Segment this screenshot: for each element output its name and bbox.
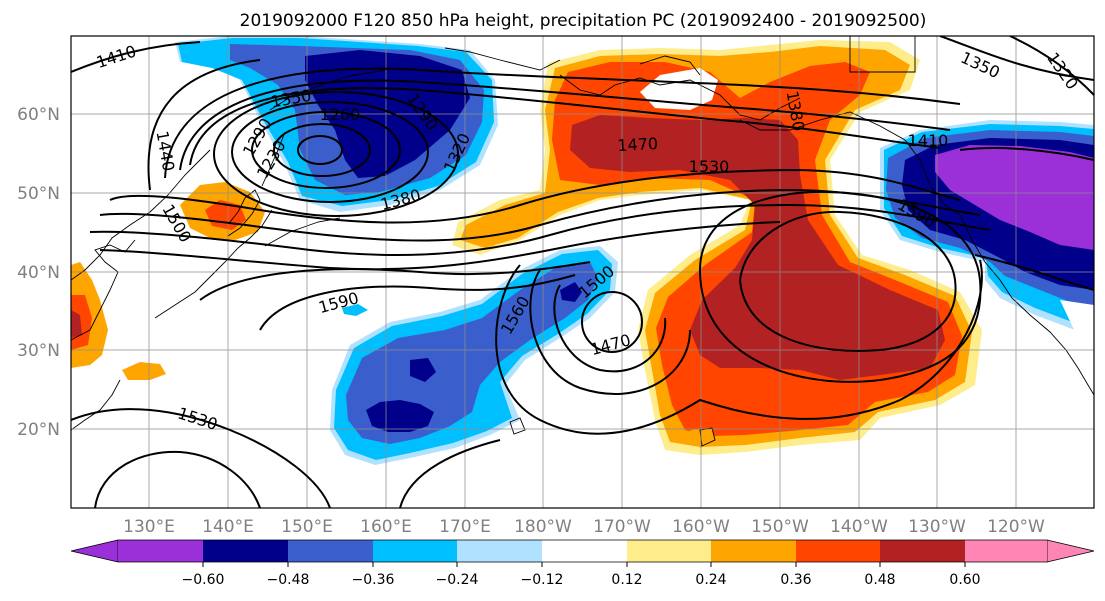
map-area: 1410 1350 1440 1290 1230 1260 1290 1320 … <box>70 35 1095 509</box>
lon-label: 150°W <box>751 517 809 537</box>
colorbar-tick-label: 0.12 <box>611 572 642 588</box>
colorbar-tick-label: 0.60 <box>949 572 980 588</box>
latitude-labels: 60°N 50°N 40°N 30°N 20°N <box>17 105 60 440</box>
colorbar-tick-label: −0.12 <box>521 572 564 588</box>
contour-label: 1530 <box>689 157 730 176</box>
map-title: 2019092000 F120 850 hPa height, precipit… <box>240 11 927 31</box>
colorbar-swatch <box>457 540 542 562</box>
colorbar-tick-label: 0.24 <box>695 572 726 588</box>
height-contours <box>71 36 1094 508</box>
colorbar-swatch <box>118 540 203 562</box>
lon-label: 170°E <box>439 517 491 537</box>
lon-label: 140°E <box>202 517 254 537</box>
colorbar-tick-label: 0.48 <box>864 572 895 588</box>
colorbar-tick-label: −0.48 <box>267 572 310 588</box>
lon-label: 160°E <box>360 517 412 537</box>
lon-label: 130°W <box>908 517 966 537</box>
lon-label: 140°W <box>830 517 888 537</box>
colorbar-tick-label: −0.24 <box>436 572 479 588</box>
lat-label: 40°N <box>17 263 60 283</box>
colorbar-swatch <box>373 540 457 562</box>
lat-label: 60°N <box>17 105 60 125</box>
map-frame <box>70 35 1095 509</box>
colorbar-ticks <box>202 562 966 567</box>
lat-label: 50°N <box>17 184 60 204</box>
colorbar-extend-low <box>70 539 119 563</box>
lon-label: 120°W <box>987 517 1045 537</box>
colorbar-swatch <box>542 540 627 562</box>
colorbar-tick-label: 0.36 <box>780 572 811 588</box>
lon-label: 160°W <box>672 517 730 537</box>
colorbar-tick-label: −0.36 <box>352 572 395 588</box>
colorbar-swatch <box>880 540 965 562</box>
colorbar-extend-high <box>1046 539 1095 563</box>
lon-label: 130°E <box>123 517 175 537</box>
colorbar-swatch <box>711 540 796 562</box>
contour-label: 1410 <box>908 131 949 150</box>
lat-label: 20°N <box>17 420 60 440</box>
colorbar-swatch <box>203 540 288 562</box>
colorbar: −0.60 −0.48 −0.36 −0.24 −0.12 0.12 0.24 … <box>70 539 1095 588</box>
colorbar-swatch <box>796 540 880 562</box>
colorbar-swatch <box>627 540 711 562</box>
lon-label: 180°W <box>514 517 572 537</box>
lon-label: 170°W <box>593 517 651 537</box>
gridlines <box>71 36 1094 508</box>
colorbar-swatch <box>965 540 1047 562</box>
contour-label: 1260 <box>320 105 361 124</box>
colorbar-tick-label: −0.60 <box>182 572 225 588</box>
lat-label: 30°N <box>17 341 60 361</box>
lon-label: 150°E <box>281 517 333 537</box>
colorbar-swatch <box>288 540 373 562</box>
longitude-labels: 130°E 140°E 150°E 160°E 170°E 180°W 170°… <box>123 517 1045 537</box>
contour-label: 1470 <box>617 134 659 155</box>
